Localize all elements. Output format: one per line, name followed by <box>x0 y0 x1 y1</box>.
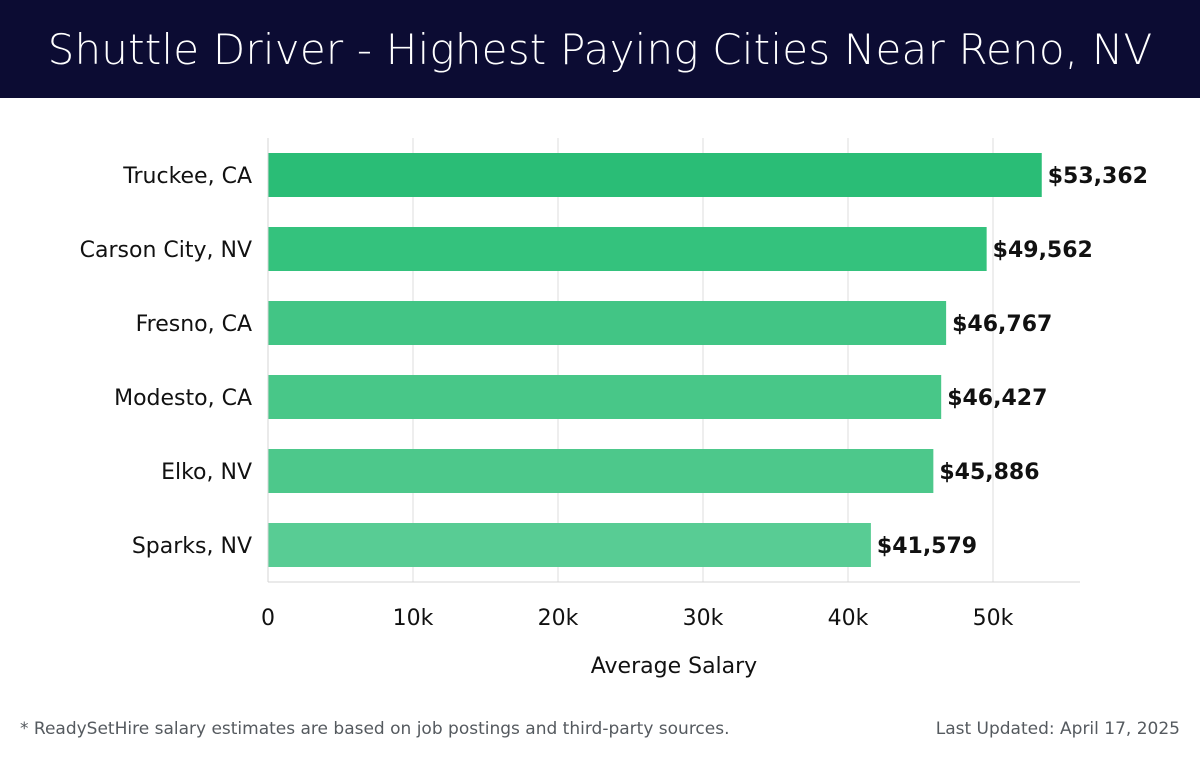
x-tick-label: 0 <box>261 606 275 631</box>
chart-title: Shuttle Driver - Highest Paying Cities N… <box>47 24 1153 74</box>
value-label: $49,562 <box>993 238 1093 263</box>
category-label: Truckee, CA <box>122 164 252 189</box>
category-label: Sparks, NV <box>132 534 252 559</box>
category-label: Carson City, NV <box>80 238 252 263</box>
bars <box>268 153 1042 567</box>
category-labels: Truckee, CA Carson City, NV Fresno, CA Mode… <box>80 164 252 559</box>
value-label: $46,767 <box>952 312 1052 337</box>
last-updated: Last Updated: April 17, 2025 <box>935 719 1180 739</box>
category-label: Fresno, CA <box>136 312 252 337</box>
value-label: $53,362 <box>1048 164 1148 189</box>
category-label: Elko, NV <box>161 460 252 485</box>
value-labels: $53,362 $49,562 $46,767 $46,427 $45,886 $41,5… <box>877 164 1148 559</box>
chart-header: Shuttle Driver - Highest Paying Cities N… <box>0 0 1200 98</box>
value-label: $41,579 <box>877 534 977 559</box>
x-axis-title: Average Salary <box>591 654 757 679</box>
x-tick-label: 30k <box>683 606 724 631</box>
value-label: $45,886 <box>939 460 1039 485</box>
value-label: $46,427 <box>947 386 1047 411</box>
x-tick-label: 40k <box>828 606 869 631</box>
footer-note: * ReadySetHire salary estimates are base… <box>20 719 730 739</box>
x-tick-label: 20k <box>538 606 579 631</box>
bar <box>268 523 871 567</box>
bar <box>268 227 987 271</box>
bar <box>268 375 942 419</box>
bar <box>268 449 934 493</box>
x-axis: 0 10k 20k 30k 40k 50k <box>261 138 1080 631</box>
x-tick-label: 10k <box>393 606 434 631</box>
bar-chart: Truckee, CA Carson City, NV Fresno, CA Mode… <box>80 138 1148 679</box>
bar <box>268 153 1042 197</box>
x-tick-label: 50k <box>973 606 1014 631</box>
category-label: Modesto, CA <box>114 386 252 411</box>
gridlines <box>267 138 994 582</box>
bar <box>268 301 947 345</box>
